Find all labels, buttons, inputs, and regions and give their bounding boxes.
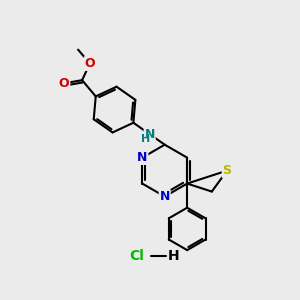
- Text: N: N: [160, 190, 170, 203]
- Text: O: O: [85, 57, 95, 70]
- Text: H: H: [141, 134, 151, 145]
- Text: N: N: [137, 151, 148, 164]
- Text: N: N: [145, 128, 155, 141]
- Text: O: O: [59, 77, 69, 90]
- Text: Cl: Cl: [129, 249, 144, 263]
- Text: H: H: [168, 249, 179, 263]
- Text: S: S: [223, 164, 232, 177]
